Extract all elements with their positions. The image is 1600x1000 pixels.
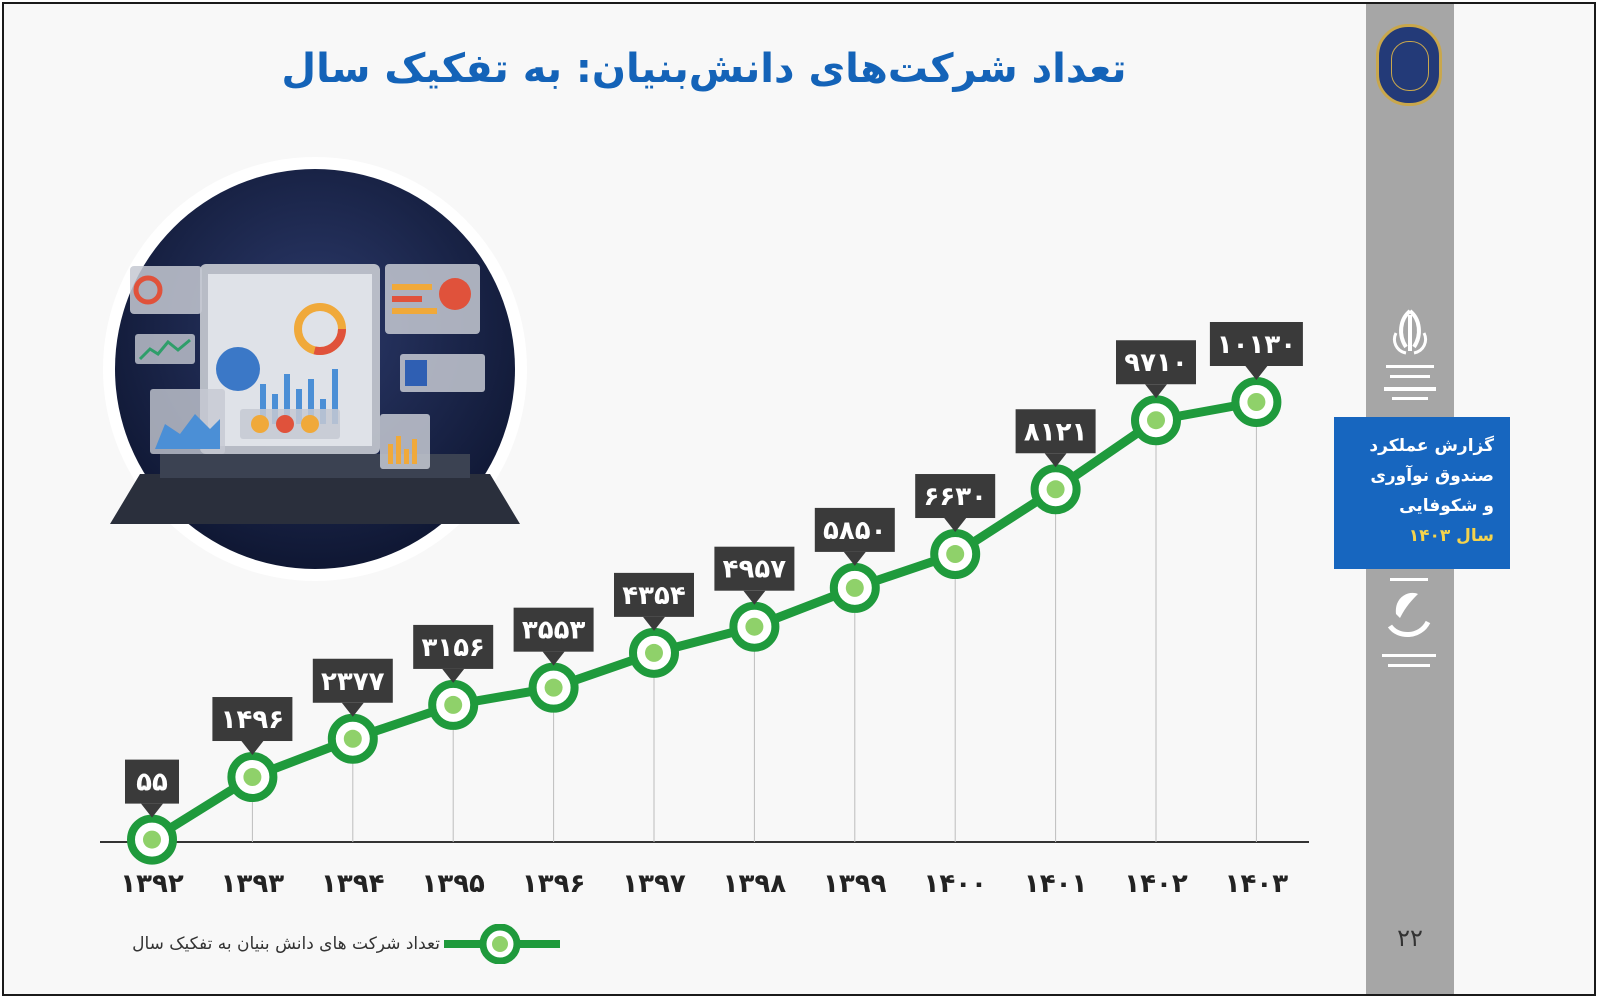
data-point-center <box>343 729 362 748</box>
value-callout-box <box>413 624 494 669</box>
data-point-center <box>1147 411 1165 430</box>
value-label: ۱۰۱۳۰ <box>1217 330 1296 360</box>
series-line <box>149 397 1258 844</box>
value-callout-box <box>915 474 996 519</box>
page-title: تعداد شرکت‌های دانش‌بنیان: به تفکیک سال <box>281 46 1127 92</box>
x-tick-label: ۱۳۹۷ <box>622 869 686 899</box>
value-callout-box <box>125 759 179 804</box>
value-label: ۵۸۵۰ <box>823 516 886 546</box>
x-tick-label: ۱۳۹۹ <box>823 869 887 899</box>
x-tick-label: ۱۴۰۱ <box>1024 869 1087 899</box>
value-label: ۲۳۷۷ <box>321 667 385 697</box>
value-callout-box <box>814 507 895 552</box>
value-callout-pointer <box>542 651 565 666</box>
value-callout-pointer <box>341 702 364 717</box>
x-tick-label: ۱۳۹۴ <box>321 869 384 899</box>
x-tick-label: ۱۴۰۳ <box>1225 869 1289 899</box>
value-callout-pointer <box>843 551 866 566</box>
data-point-center <box>745 617 764 636</box>
data-point-center <box>845 578 864 597</box>
value-callout-box <box>513 607 594 652</box>
value-callout-pointer <box>241 741 264 756</box>
value-callout-box <box>714 546 795 591</box>
legend-label: تعداد شرکت های دانش بنیان به تفکیک سال <box>132 934 440 954</box>
report-line-3: و شکوفایی <box>1399 496 1494 516</box>
x-tick-label: ۱۳۹۲ <box>120 869 184 899</box>
x-tick-label: ۱۳۹۶ <box>522 869 585 899</box>
year-motto-seal-icon <box>1376 24 1442 106</box>
line-chart: ۵۵ ۱۴۹۶ ۲۳۷۷ ۳۱۵۶ ۳۵۵۳ ۴۳۵۴ ۴۹۵۷ ۵۸۵۰ ۶۶۳۰ ۸۱۲۱ ۹۷… <box>100 322 1309 899</box>
report-line-2: صندوق نوآوری <box>1370 466 1494 486</box>
value-callout-pointer <box>1044 453 1067 468</box>
value-callout-box <box>1015 409 1096 454</box>
value-callout-box <box>1116 340 1196 385</box>
value-label: ۶۶۳۰ <box>923 482 986 512</box>
x-tick-label: ۱۳۹۳ <box>221 869 285 899</box>
x-tick-label: ۱۳۹۵ <box>421 869 485 899</box>
value-callout-pointer <box>1145 384 1167 399</box>
data-point-center <box>946 545 965 564</box>
value-label: ۱۴۹۶ <box>221 705 284 735</box>
data-point-center <box>544 678 563 697</box>
value-label: ۳۵۵۳ <box>522 616 586 646</box>
x-tick-label: ۱۳۹۸ <box>723 869 787 899</box>
value-callout-box <box>312 658 393 703</box>
data-point-center <box>1247 393 1266 411</box>
value-callout-pointer <box>743 590 766 605</box>
data-point-center <box>243 768 262 787</box>
value-label: ۹۷۱۰ <box>1124 348 1187 378</box>
value-callout-pointer <box>944 518 967 533</box>
innovation-fund-logo-icon <box>1382 578 1436 667</box>
report-year: سال ۱۴۰۳ <box>1408 526 1494 546</box>
value-label: ۵۵ <box>136 768 168 798</box>
x-tick-label: ۱۴۰۲ <box>1124 869 1188 899</box>
value-callout-pointer <box>442 668 465 683</box>
value-callout-pointer <box>1245 366 1268 380</box>
iran-emblem-icon <box>1384 309 1436 400</box>
value-callout-pointer <box>643 616 665 631</box>
value-label: ۴۹۵۷ <box>723 555 787 585</box>
report-line-1: گزارش عملکرد <box>1369 436 1494 456</box>
legend-line-marker-icon <box>444 924 560 964</box>
data-point-center <box>143 830 161 849</box>
data-point-center <box>444 695 463 714</box>
data-point-center <box>645 643 663 662</box>
value-callout-box <box>1209 322 1303 366</box>
x-tick-label: ۱۴۰۰ <box>923 869 986 899</box>
data-point-center <box>1046 480 1065 499</box>
report-title-box: گزارش عملکرد صندوق نوآوری و شکوفایی سال … <box>1334 417 1510 569</box>
dashboard-laptop-illustration <box>103 157 527 581</box>
value-callout-box <box>212 697 293 742</box>
value-label: ۳۱۵۶ <box>421 633 484 663</box>
value-label: ۴۳۵۴ <box>622 581 685 611</box>
value-label: ۸۱۲۱ <box>1024 417 1087 447</box>
page-number: ۲۲ <box>1397 924 1423 952</box>
value-callout-box <box>614 572 694 617</box>
value-callout-pointer <box>141 803 163 818</box>
